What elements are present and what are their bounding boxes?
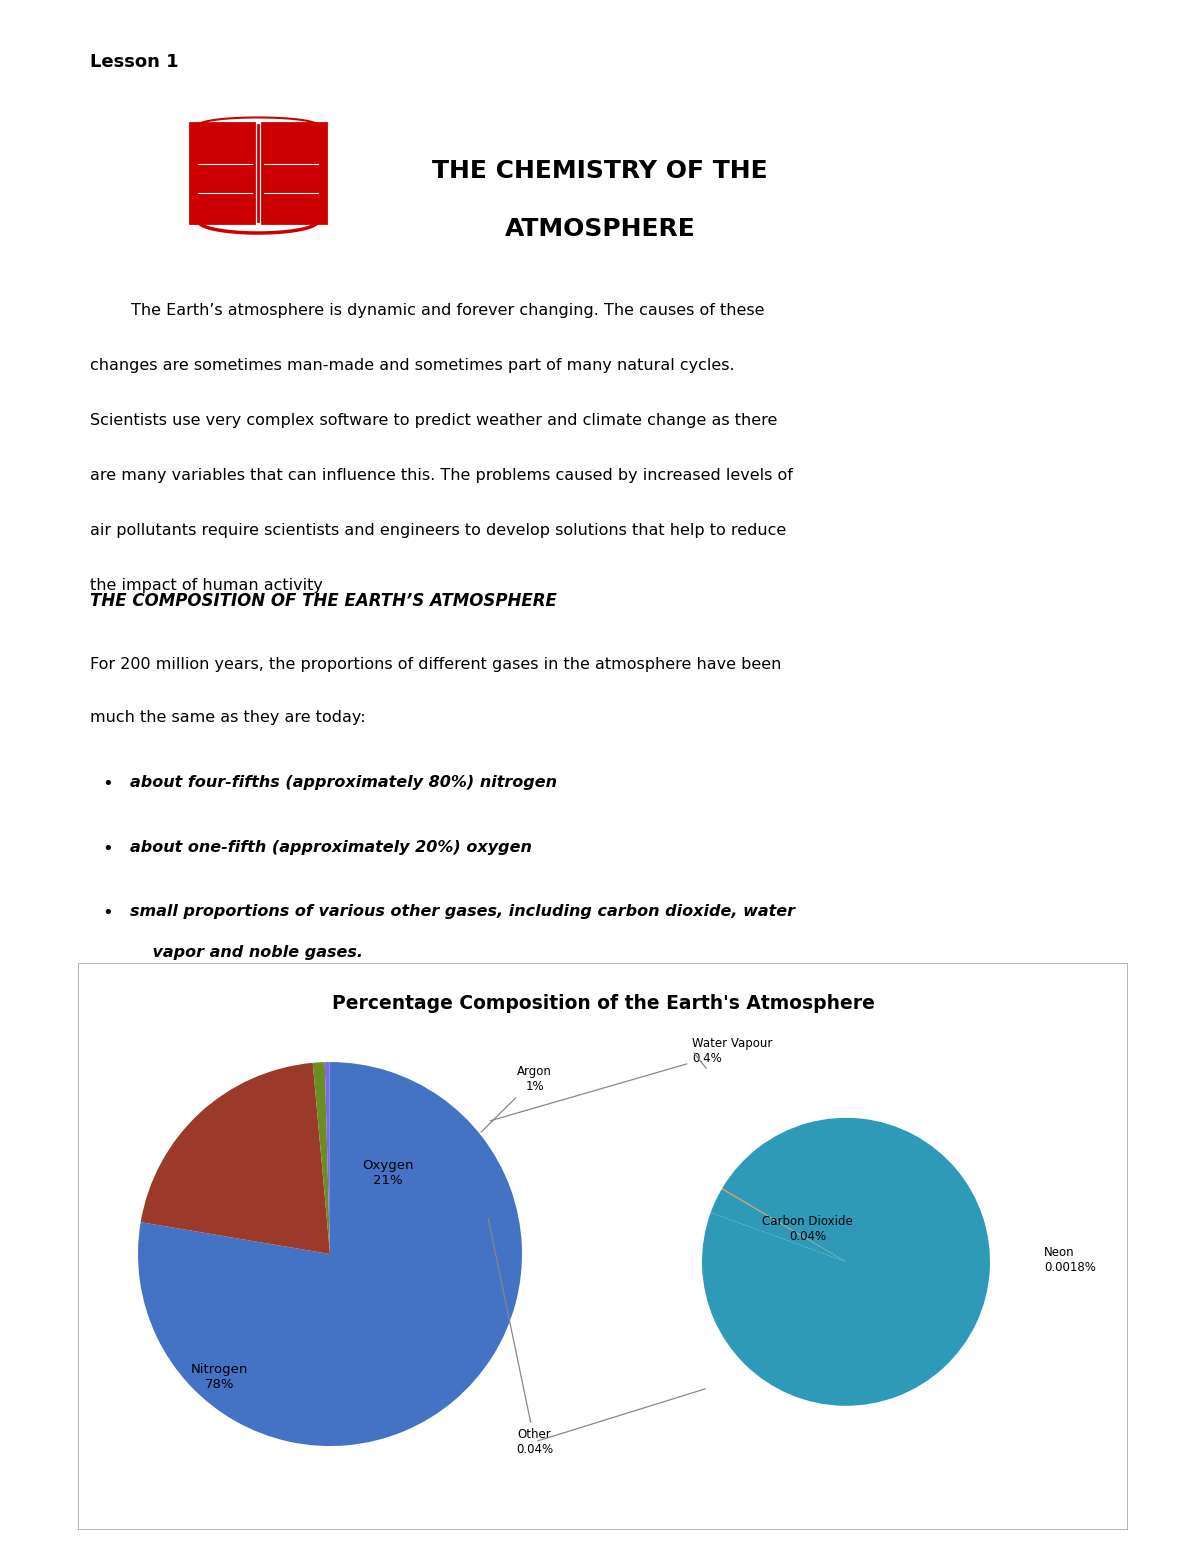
Text: changes are sometimes man-made and sometimes part of many natural cycles.: changes are sometimes man-made and somet… [90,359,734,373]
FancyBboxPatch shape [190,123,254,224]
Text: Other
0.04%: Other 0.04% [488,1218,553,1455]
Text: air pollutants require scientists and engineers to develop solutions that help t: air pollutants require scientists and en… [90,523,786,537]
Text: THE COMPOSITION OF THE EARTH’S ATMOSPHERE: THE COMPOSITION OF THE EARTH’S ATMOSPHER… [90,592,557,610]
Wedge shape [710,1190,846,1261]
Wedge shape [721,1188,846,1261]
Text: are many variables that can influence this. The problems caused by increased lev: are many variables that can influence th… [90,467,793,483]
Wedge shape [325,1062,330,1255]
Text: THE CHEMISTRY OF THE: THE CHEMISTRY OF THE [432,158,768,183]
Text: ATMOSPHERE: ATMOSPHERE [505,217,695,241]
FancyBboxPatch shape [262,123,326,224]
Text: Nitrogen
78%: Nitrogen 78% [191,1362,248,1390]
Text: Argon
1%: Argon 1% [481,1065,552,1132]
Text: about four-fifths (approximately 80%) nitrogen: about four-fifths (approximately 80%) ni… [130,775,557,790]
Text: Percentage Composition of the Earth's Atmosphere: Percentage Composition of the Earth's At… [331,994,875,1013]
Text: about one-fifth (approximately 20%) oxygen: about one-fifth (approximately 20%) oxyg… [130,840,532,854]
Text: small proportions of various other gases, including carbon dioxide, water: small proportions of various other gases… [130,904,794,919]
Wedge shape [702,1118,990,1405]
Text: Scientists use very complex software to predict weather and climate change as th: Scientists use very complex software to … [90,413,778,429]
Text: Neon
0.0018%: Neon 0.0018% [1044,1247,1096,1275]
Text: The Earth’s atmosphere is dynamic and forever changing. The causes of these: The Earth’s atmosphere is dynamic and fo… [90,303,764,318]
Text: the impact of human activity: the impact of human activity [90,578,323,593]
Text: •: • [102,904,113,922]
Text: Oxygen
21%: Oxygen 21% [362,1159,414,1186]
Text: vapor and noble gases.: vapor and noble gases. [130,944,362,960]
Text: Carbon Dioxide
0.04%: Carbon Dioxide 0.04% [762,1216,853,1244]
Text: Lesson 1: Lesson 1 [90,53,179,71]
Wedge shape [140,1062,330,1255]
Text: •: • [102,775,113,794]
Text: Water Vapour
0.4%: Water Vapour 0.4% [490,1037,773,1121]
Text: much the same as they are today:: much the same as they are today: [90,710,366,725]
Wedge shape [313,1062,330,1255]
Text: •: • [102,840,113,857]
Wedge shape [138,1062,522,1446]
Text: For 200 million years, the proportions of different gases in the atmosphere have: For 200 million years, the proportions o… [90,657,781,671]
